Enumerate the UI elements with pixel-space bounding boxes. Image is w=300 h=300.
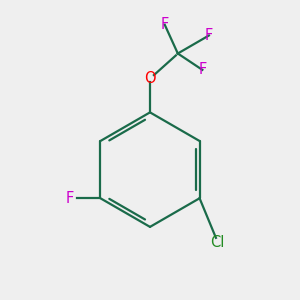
Text: O: O <box>144 70 156 86</box>
Text: F: F <box>65 191 74 206</box>
Text: Cl: Cl <box>210 235 225 250</box>
Text: F: F <box>160 17 169 32</box>
Text: F: F <box>198 62 206 77</box>
Text: F: F <box>205 28 213 43</box>
